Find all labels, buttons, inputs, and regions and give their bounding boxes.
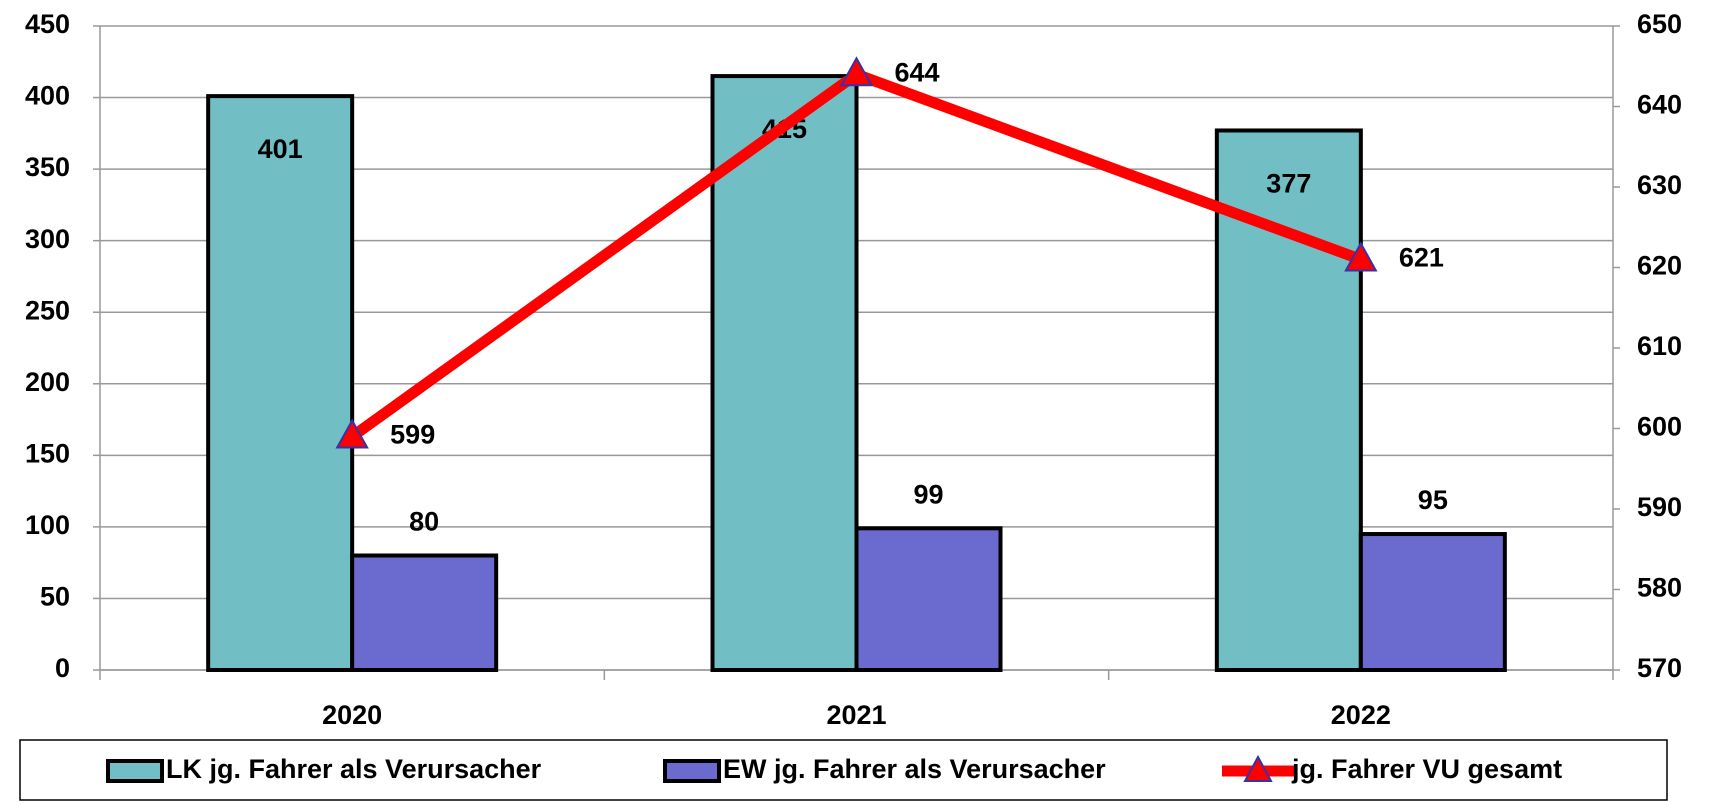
legend-label: EW jg. Fahrer als Verursacher — [723, 754, 1106, 784]
legend-swatch — [106, 759, 164, 783]
y-tick-label: 350 — [25, 152, 70, 182]
y2-tick-label: 590 — [1637, 492, 1682, 522]
bar — [1358, 532, 1507, 672]
y-tick-label: 300 — [25, 224, 70, 254]
y2-tick-label: 600 — [1637, 412, 1682, 442]
data-label: 599 — [390, 420, 435, 450]
y-tick-label: 450 — [25, 9, 70, 39]
legend-label: LK jg. Fahrer als Verursacher — [166, 754, 542, 784]
legend-swatch — [663, 759, 721, 783]
y2-tick-label: 620 — [1637, 251, 1682, 281]
bar — [206, 94, 355, 672]
y2-tick-label: 640 — [1637, 90, 1682, 120]
marker — [1344, 241, 1378, 272]
legend — [19, 739, 1668, 801]
y2-tick-label: 570 — [1637, 653, 1682, 683]
y-tick-label: 250 — [25, 295, 70, 325]
x-tick-label: 2021 — [826, 700, 886, 730]
bar — [854, 526, 1003, 672]
legend-marker — [1243, 754, 1273, 782]
bar — [710, 74, 859, 673]
x-tick-label: 2022 — [1331, 700, 1391, 730]
y-tick-label: 200 — [25, 367, 70, 397]
x-tick-label: 2020 — [322, 700, 382, 730]
marker — [335, 418, 369, 449]
marker — [839, 56, 874, 87]
data-label: 621 — [1399, 243, 1444, 273]
data-label: 377 — [1266, 169, 1311, 199]
y2-tick-label: 650 — [1637, 9, 1682, 39]
legend-label: jg. Fahrer VU gesamt — [1291, 754, 1562, 784]
y-tick-label: 150 — [25, 438, 70, 468]
y2-tick-label: 630 — [1637, 170, 1682, 200]
y-tick-label: 100 — [25, 510, 70, 540]
data-label: 99 — [913, 479, 943, 509]
y2-tick-label: 580 — [1637, 573, 1682, 603]
y-tick-label: 0 — [55, 653, 70, 683]
data-label: 401 — [258, 134, 303, 164]
y-tick-label: 400 — [25, 81, 70, 111]
data-label: 80 — [409, 507, 439, 537]
bar — [350, 553, 499, 672]
y2-tick-label: 610 — [1637, 331, 1682, 361]
data-label: 644 — [895, 57, 940, 87]
data-label: 95 — [1418, 485, 1448, 515]
y-tick-label: 50 — [40, 582, 70, 612]
